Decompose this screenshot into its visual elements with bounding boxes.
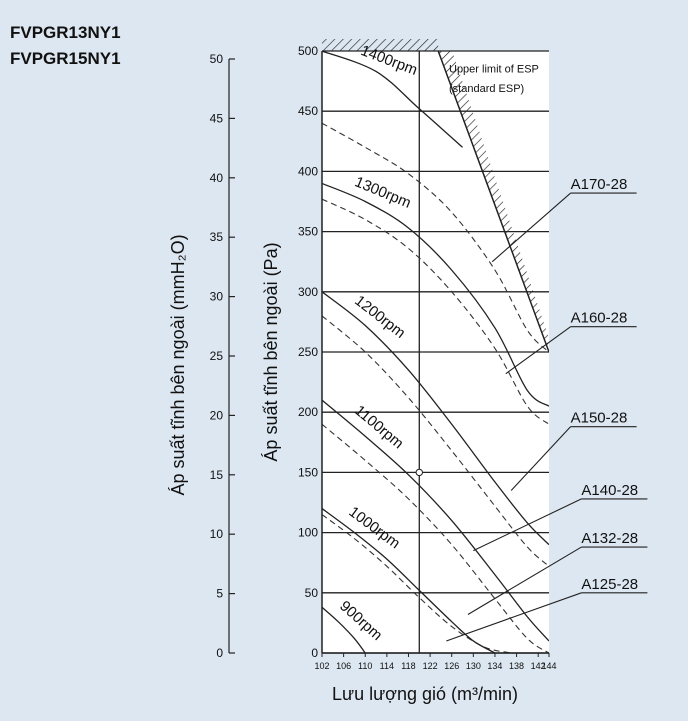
annotation-label: A140-28 bbox=[581, 482, 638, 499]
x-tick-label: 130 bbox=[466, 661, 481, 671]
y-tick-label: 250 bbox=[298, 345, 318, 359]
rpm-curve bbox=[322, 399, 549, 642]
x-tick-label: 102 bbox=[314, 661, 329, 671]
y2-tick-label: 40 bbox=[210, 171, 224, 185]
y-tick-label: 150 bbox=[298, 465, 318, 479]
hatch-top bbox=[322, 39, 439, 51]
x-tick-label: 138 bbox=[509, 661, 524, 671]
annotation-leader bbox=[473, 498, 582, 552]
y-axis-title-mmh2o: Áp suất tĩnh bên ngoài (mmH₂O) bbox=[168, 234, 188, 495]
x-tick-label: 114 bbox=[380, 661, 394, 671]
annotation-label: A160-28 bbox=[571, 310, 628, 327]
annotation-leader bbox=[467, 546, 582, 615]
y2-tick-label: 45 bbox=[210, 111, 224, 125]
y2-tick-label: 10 bbox=[210, 527, 224, 541]
upper-limit-label: Upper limit of ESP bbox=[449, 64, 539, 76]
y2-tick-label: 35 bbox=[210, 230, 224, 244]
y-tick-label: 350 bbox=[298, 225, 318, 239]
y-tick-label: 300 bbox=[298, 285, 318, 299]
y2-tick-label: 50 bbox=[210, 52, 224, 66]
dashed-curve bbox=[322, 315, 549, 567]
y-tick-label: 450 bbox=[298, 104, 318, 118]
x-tick-label: 144 bbox=[541, 661, 556, 671]
y2-tick-label: 15 bbox=[210, 468, 224, 482]
y-tick-label: 50 bbox=[305, 586, 319, 600]
dashed-curve bbox=[322, 514, 512, 653]
x-tick-label: 106 bbox=[336, 661, 351, 671]
y-tick-label: 500 bbox=[298, 44, 318, 58]
dashed-curve bbox=[322, 198, 549, 425]
model-list: FVPGR13NY1 FVPGR15NY1 bbox=[10, 20, 121, 72]
rpm-curve bbox=[322, 182, 549, 407]
y-tick-label: 200 bbox=[298, 405, 318, 419]
rpm-curve bbox=[322, 606, 366, 653]
annotation-label: A132-28 bbox=[581, 530, 638, 547]
y-axis-title-pa: Áp suất tĩnh bên ngoài (Pa) bbox=[261, 242, 281, 461]
x-tick-label: 118 bbox=[401, 661, 415, 671]
model-name: FVPGR13NY1 bbox=[10, 23, 121, 42]
x-tick-label: 110 bbox=[358, 661, 372, 671]
x-tick-label: 126 bbox=[444, 661, 459, 671]
x-tick-label: 122 bbox=[423, 661, 438, 671]
x-tick-label: 134 bbox=[487, 661, 502, 671]
y2-tick-label: 20 bbox=[210, 408, 224, 422]
annotation-leader bbox=[505, 326, 571, 375]
y2-tick-label: 30 bbox=[210, 290, 224, 304]
annotation-leader bbox=[491, 192, 571, 263]
annotation-leader bbox=[510, 426, 572, 491]
y2-tick-label: 25 bbox=[210, 349, 224, 363]
upper-limit-label: (standard ESP) bbox=[449, 83, 524, 95]
x-axis-title: Lưu lượng gió (m³/min) bbox=[332, 684, 518, 704]
annotation-label: A150-28 bbox=[571, 410, 628, 427]
y2-tick-label: 0 bbox=[216, 646, 223, 660]
x-tick-label: 142 bbox=[531, 661, 546, 671]
annotation-label: A125-28 bbox=[581, 576, 638, 593]
reference-point bbox=[415, 468, 423, 477]
y-tick-label: 0 bbox=[311, 646, 318, 660]
upper-limit-line bbox=[437, 51, 549, 353]
y-tick-label: 400 bbox=[298, 164, 318, 178]
rpm-curve bbox=[322, 291, 549, 546]
rpm-curve bbox=[322, 51, 463, 148]
y-tick-label: 100 bbox=[298, 526, 318, 540]
annotation-leader bbox=[446, 592, 582, 642]
annotation-label: A170-28 bbox=[571, 176, 628, 193]
y2-tick-label: 5 bbox=[216, 587, 223, 601]
model-name: FVPGR15NY1 bbox=[10, 49, 121, 68]
rpm-curve bbox=[322, 507, 496, 653]
